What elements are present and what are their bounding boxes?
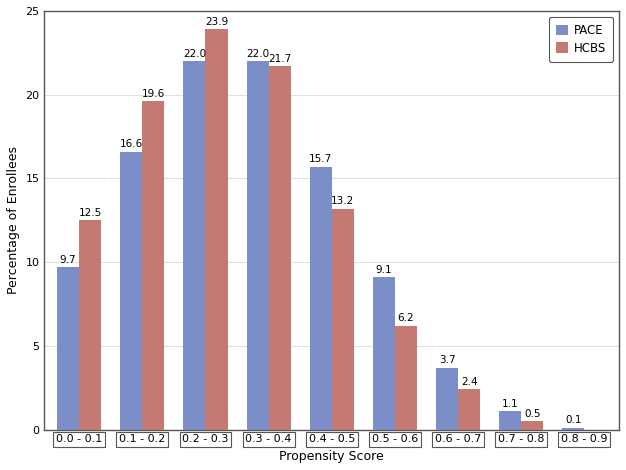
Text: 12.5: 12.5	[79, 208, 102, 218]
Text: 13.2: 13.2	[331, 196, 354, 206]
Text: 9.7: 9.7	[60, 255, 76, 265]
Bar	[120, 152, 142, 430]
Text: 19.6: 19.6	[141, 89, 165, 99]
Bar	[521, 421, 543, 430]
Bar	[332, 209, 354, 430]
Bar	[205, 29, 228, 430]
Text: 23.9: 23.9	[205, 17, 228, 27]
Text: 22.0: 22.0	[246, 49, 269, 59]
Text: 16.6: 16.6	[120, 139, 143, 149]
Text: 0.1: 0.1	[565, 415, 582, 425]
Text: 6.2: 6.2	[398, 313, 414, 323]
Text: 15.7: 15.7	[309, 154, 332, 164]
Bar	[310, 167, 332, 430]
Text: 3.7: 3.7	[439, 355, 455, 365]
Y-axis label: Percentage of Enrollees: Percentage of Enrollees	[7, 146, 20, 294]
Bar	[458, 390, 480, 430]
Bar	[183, 61, 205, 430]
Legend: PACE, HCBS: PACE, HCBS	[549, 17, 613, 62]
Bar	[57, 267, 80, 430]
Bar	[395, 326, 417, 430]
Bar	[373, 277, 395, 430]
Text: 0.5: 0.5	[524, 409, 540, 419]
Text: 9.1: 9.1	[376, 265, 392, 275]
Bar	[269, 66, 290, 430]
Bar	[80, 220, 101, 430]
Text: 22.0: 22.0	[183, 49, 206, 59]
Bar	[562, 428, 584, 430]
Bar	[436, 368, 458, 430]
Text: 1.1: 1.1	[502, 399, 518, 409]
X-axis label: Propensity Score: Propensity Score	[279, 450, 384, 463]
Bar	[499, 411, 521, 430]
Text: 2.4: 2.4	[461, 377, 478, 387]
Text: 21.7: 21.7	[268, 54, 291, 64]
Bar	[247, 61, 269, 430]
Bar	[142, 102, 165, 430]
